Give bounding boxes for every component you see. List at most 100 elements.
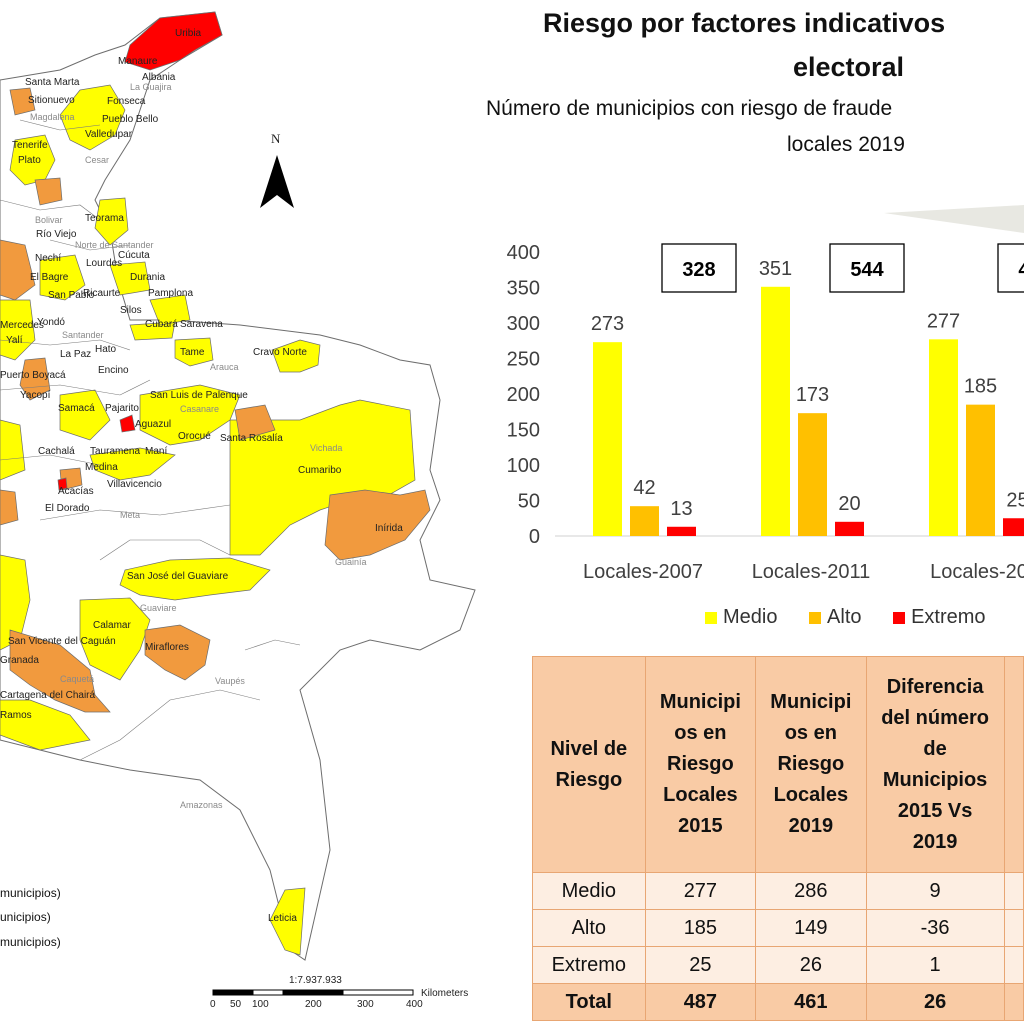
row-cropped: [1003, 946, 1024, 984]
municipality-label: Inírida: [375, 523, 403, 534]
header-cropped: [1003, 656, 1024, 873]
legend-label-medio: Medio: [723, 606, 778, 628]
bar-chart: 0 50 100 150 200 250 300 350 400 273 42 13 Locales-2…: [480, 230, 1024, 640]
header-text: Riesgo: [555, 768, 623, 791]
dept-label: Guainía: [335, 557, 367, 567]
total-2019: 461: [755, 983, 867, 1021]
municipality-label: Manaure: [118, 56, 158, 67]
data-label: 20: [838, 493, 860, 515]
municipality-label: El Bagre: [30, 272, 69, 283]
dept-label: Bolivar: [35, 215, 63, 225]
header-text: Municipi: [770, 691, 852, 713]
municipality-label: Pajarito: [105, 403, 139, 414]
municipality-label: Teorama: [85, 213, 124, 224]
bar-alto: [630, 506, 659, 536]
page-subtitle-line1: Número de municipios con riesgo de fraud…: [486, 97, 893, 120]
alto-regions: [0, 87, 431, 713]
scale-tick: 200: [305, 999, 322, 1010]
municipality-label: Durania: [130, 272, 166, 283]
municipality-label: Leticia: [268, 913, 297, 924]
total-box: [829, 243, 905, 293]
scale-tick: 50: [230, 999, 242, 1010]
dept-label: Guaviare: [140, 603, 177, 613]
total-2015: 487: [644, 983, 757, 1021]
bar-alto: [966, 404, 995, 536]
data-label: 185: [964, 376, 997, 398]
municipality-label: Uribia: [175, 28, 202, 39]
map-canvas: [0, 11, 476, 996]
header-text: Municipi: [659, 691, 741, 713]
data-label: 273: [591, 313, 624, 335]
scale-unit: Kilometers: [421, 988, 469, 999]
decorative-wedge: [884, 205, 1024, 233]
dept-label: Norte de Santander: [75, 240, 154, 250]
dept-label: Vaupés: [215, 676, 245, 686]
bar-chart-svg: 0 50 100 150 200 250 300 350 400 273 42 13 Locales-2…: [507, 242, 1024, 583]
total-diff: 26: [865, 983, 1005, 1021]
municipality-label: Hato: [95, 344, 117, 355]
municipality-label: Río Viejo: [36, 229, 77, 240]
header-text: de: [923, 737, 947, 760]
dept-label: Santander: [62, 330, 104, 340]
scale-tick: 400: [406, 999, 423, 1010]
municipality-label: Lourdes: [86, 258, 123, 269]
municipality-label: Ricaurte: [83, 288, 121, 299]
municipality-label: Samacá: [58, 403, 95, 414]
municipality-label: Cubará: [145, 319, 178, 330]
total-label: 328: [682, 259, 715, 281]
municipality-label: Cachalá: [38, 446, 75, 457]
y-tick-label: 100: [507, 455, 540, 477]
row-2015: 277: [644, 872, 757, 910]
header-text: Municipios: [882, 768, 988, 791]
row-2015: 185: [644, 909, 757, 947]
total-label: 487: [1018, 259, 1024, 281]
municipality-label: Cartagena del Chairá: [0, 690, 96, 701]
y-tick-label: 150: [507, 420, 540, 442]
header-2019: Municipi os en Riesgo Locales 2019: [755, 656, 867, 873]
municipality-label: Nechí: [35, 253, 62, 264]
row-2019: 26: [755, 946, 867, 984]
municipality-label: Cravo Norte: [253, 347, 307, 358]
dept-label: Arauca: [210, 362, 239, 372]
municipality-label: Pueblo Bello: [102, 114, 159, 125]
municipality-label: Sitionuevo: [28, 95, 75, 106]
header-text: Diferencia: [886, 675, 984, 698]
legend-label-alto: Alto: [827, 606, 862, 628]
map-legend-extremo: municipios): [0, 935, 61, 949]
municipality-label: Granada: [0, 655, 39, 666]
municipality-label: Miraflores: [145, 642, 189, 653]
bar-medio: [929, 339, 958, 536]
legend-swatch-extremo: [893, 611, 906, 624]
table-row: Medio 277 286 9: [532, 872, 1024, 910]
page-title-line2: electoral: [793, 52, 905, 82]
municipality-label: Yacopí: [20, 390, 51, 401]
dept-label: Caquetá: [60, 674, 95, 684]
municipality-label: Encino: [98, 365, 129, 376]
municipality-label: Valledupar: [85, 129, 133, 140]
risk-map: N La Guajira Magdalena Cesar Bolivar Nor…: [0, 0, 490, 1024]
map-legend-medio: municipios): [0, 886, 61, 900]
medio-regions: [0, 84, 416, 956]
y-tick-label: 200: [507, 384, 540, 406]
header-text: os en: [674, 722, 727, 744]
bar-medio: [593, 342, 622, 536]
north-label: N: [271, 131, 281, 146]
row-cropped: [1003, 872, 1024, 910]
y-tick-label: 50: [518, 491, 540, 513]
dept-label: Cesar: [85, 155, 110, 165]
y-tick-label: 350: [507, 278, 540, 300]
municipality-label: Aguazul: [135, 419, 172, 430]
row-diff: 9: [865, 872, 1005, 910]
municipality-label: Pamplona: [148, 288, 194, 299]
data-label: 173: [796, 384, 829, 406]
municipality-label: San Pablo: [48, 290, 95, 301]
municipality-label: Puerto Boyacá: [0, 370, 66, 381]
header-text: Riesgo: [667, 753, 734, 775]
row-level: Medio: [532, 872, 646, 910]
scale-tick: 100: [252, 999, 269, 1010]
data-label: 42: [633, 477, 655, 499]
municipality-label: Santa Marta: [25, 77, 80, 88]
data-label: 13: [670, 498, 692, 520]
municipality-label: Calamar: [93, 620, 131, 631]
dept-label: Magdalena: [30, 112, 75, 122]
